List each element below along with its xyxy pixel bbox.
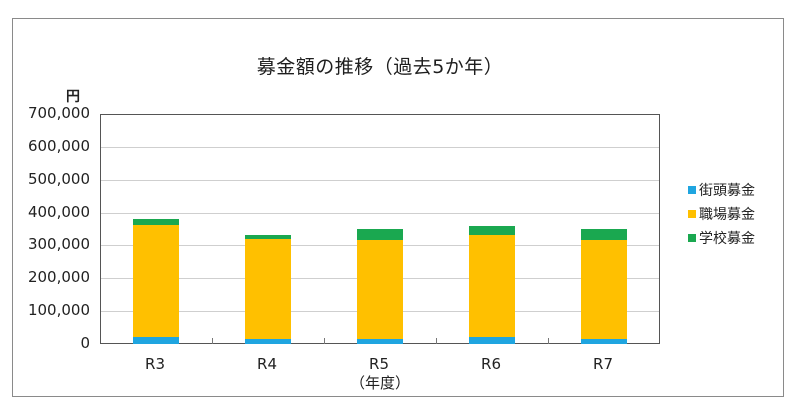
- bar-segment: [356, 338, 403, 344]
- bar-segment: [580, 229, 627, 241]
- x-tick-mark: [212, 338, 213, 344]
- bar-segment: [468, 225, 515, 235]
- bar-segment: [132, 218, 179, 225]
- legend: 街頭募金職場募金学校募金: [688, 178, 755, 250]
- bar-segment: [132, 224, 179, 337]
- y-tick-label: 100,000: [27, 301, 90, 320]
- x-tick-mark: [436, 338, 437, 344]
- bar-r7: [580, 115, 627, 344]
- legend-label: 街頭募金: [699, 183, 755, 199]
- legend-item: 職場募金: [688, 202, 755, 226]
- y-tick-label: 500,000: [27, 169, 90, 188]
- chart-title: 募金額の推移（過去5か年）: [256, 56, 504, 78]
- bar-segment: [132, 336, 179, 344]
- bar-r6: [468, 115, 515, 344]
- bar-segment: [580, 339, 627, 344]
- bar-r4: [244, 115, 291, 344]
- bar-segment: [468, 336, 515, 344]
- y-tick-label: 0: [80, 334, 90, 352]
- legend-label: 職場募金: [699, 207, 755, 223]
- plot-area: [100, 114, 660, 344]
- bar-segment: [356, 228, 403, 240]
- legend-item: 街頭募金: [688, 178, 755, 202]
- x-tick-label: R4: [257, 355, 277, 373]
- legend-label: 学校募金: [699, 231, 755, 247]
- y-tick-label: 300,000: [27, 235, 90, 254]
- bar-r5: [356, 115, 403, 344]
- x-axis-title: （年度）: [349, 374, 410, 392]
- legend-swatch-icon: [688, 186, 696, 194]
- bar-segment: [468, 234, 515, 337]
- legend-swatch-icon: [688, 234, 696, 242]
- x-tick-mark: [324, 338, 325, 344]
- y-tick-label: 200,000: [27, 268, 90, 287]
- x-tick-mark: [548, 338, 549, 344]
- bar-segment: [244, 234, 291, 240]
- bar-segment: [244, 239, 291, 340]
- bar-segment: [580, 240, 627, 340]
- gridline: [101, 146, 659, 148]
- y-axis-unit: 円: [66, 89, 80, 105]
- gridline: [101, 212, 659, 214]
- y-tick-label: 400,000: [27, 202, 90, 221]
- bar-segment: [356, 239, 403, 339]
- x-tick-label: R5: [369, 355, 389, 373]
- bar-segment: [244, 339, 291, 344]
- legend-item: 学校募金: [688, 226, 755, 250]
- x-tick-label: R6: [481, 355, 501, 373]
- legend-swatch-icon: [688, 210, 696, 218]
- bar-r3: [132, 115, 179, 344]
- y-tick-label: 700,000: [27, 104, 90, 122]
- x-tick-label: R7: [593, 355, 613, 373]
- y-tick-label: 600,000: [27, 136, 90, 155]
- x-tick-label: R3: [145, 355, 165, 373]
- gridline: [101, 179, 659, 181]
